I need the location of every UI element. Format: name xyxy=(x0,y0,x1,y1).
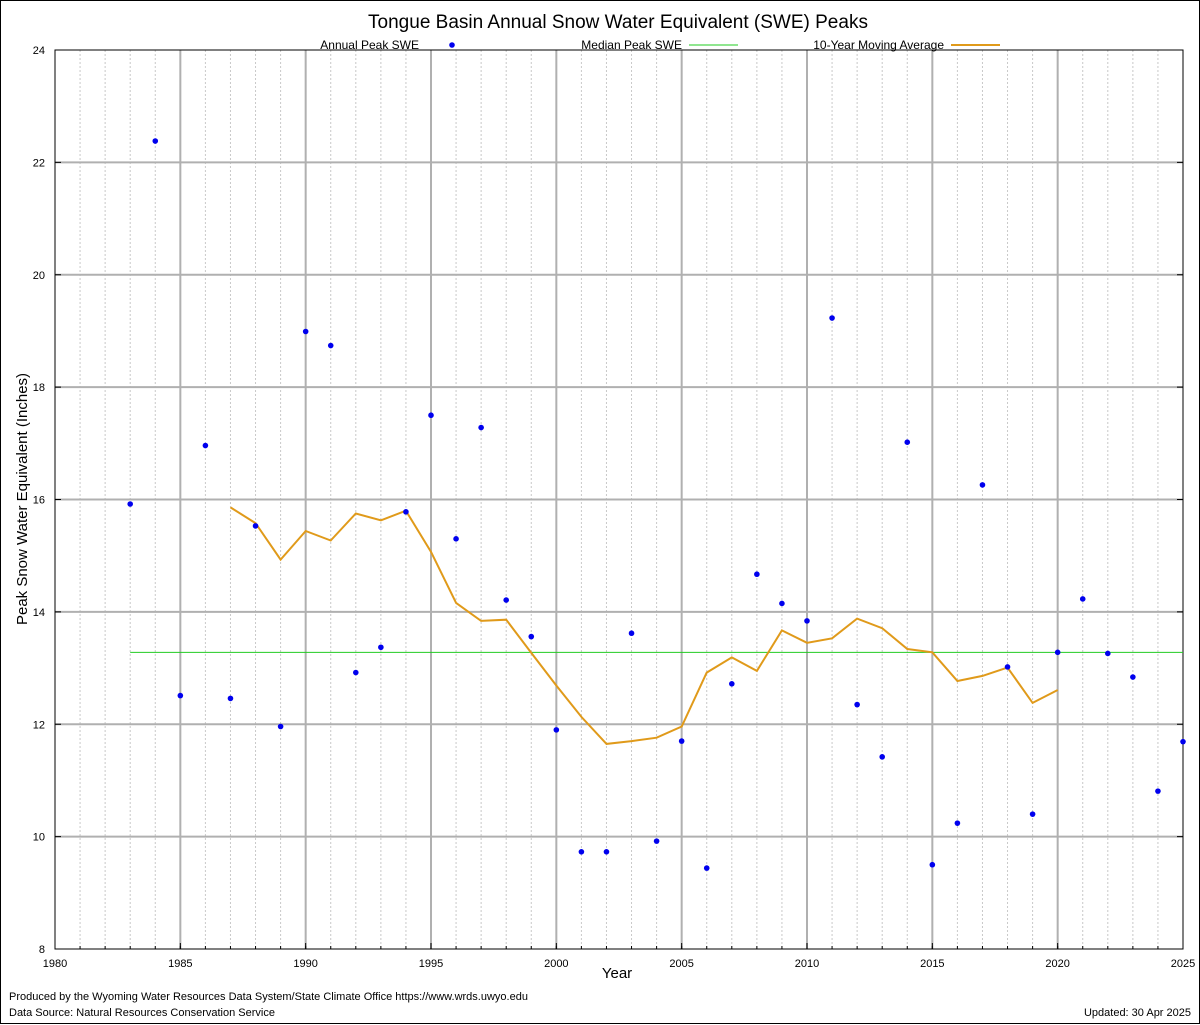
axis-ticks: 8 10 12 14 16 18 20 22 24 1980 1985 1990 1995 2000 200… xyxy=(33,45,1195,970)
annual-peak-point xyxy=(1180,738,1186,745)
annual-peak-point xyxy=(428,412,434,419)
annual-peak-point xyxy=(979,482,986,488)
annual-peak-point xyxy=(152,138,159,144)
annual-peak-point xyxy=(1130,674,1136,680)
y-tick-label: 16 xyxy=(33,495,45,507)
y-tick-label: 14 xyxy=(33,607,45,619)
x-tick-label: 2010 xyxy=(795,958,819,970)
annual-peak-point xyxy=(628,630,635,637)
x-axis-label: Year xyxy=(602,965,632,982)
x-tick-label: 1980 xyxy=(43,958,67,970)
y-axis-label: Peak Snow Water Equivalent (Inches) xyxy=(14,373,31,625)
updated-date: Updated: 30 Apr 2025 xyxy=(1083,1007,1191,1019)
annual-peak-point xyxy=(954,820,961,826)
annual-peak-point xyxy=(403,509,409,515)
annual-peak-point xyxy=(854,701,860,708)
moving-average-line xyxy=(229,506,1059,745)
annual-peak-point xyxy=(177,692,184,699)
legend-marker-annual-peak xyxy=(449,42,455,48)
major-gridlines xyxy=(55,50,1183,949)
annual-peak-point xyxy=(653,838,660,844)
y-tick-label: 24 xyxy=(33,45,45,57)
annual-peak-point xyxy=(202,442,209,449)
data-source: Data Source: Natural Resources Conservat… xyxy=(9,1007,275,1019)
legend-label-moving-average: 10-Year Moving Average xyxy=(813,38,944,52)
annual-peak-point xyxy=(754,571,760,578)
y-tick-label: 18 xyxy=(33,382,45,394)
annual-peak-point xyxy=(453,536,459,542)
x-tick-label: 2015 xyxy=(920,958,944,970)
annual-peak-point xyxy=(703,865,710,871)
x-tick-label: 1995 xyxy=(419,958,443,970)
annual-peak-point xyxy=(528,633,535,640)
x-tick-label: 1990 xyxy=(293,958,317,970)
annual-peak-point xyxy=(127,501,133,507)
annual-peak-point xyxy=(804,618,810,624)
annual-peak-point xyxy=(503,597,510,603)
x-tick-label: 2020 xyxy=(1045,958,1069,970)
annual-peak-point xyxy=(378,644,384,651)
annual-peak-point xyxy=(829,315,835,321)
annual-peak-point xyxy=(1079,596,1086,602)
y-tick-label: 20 xyxy=(33,270,45,282)
annual-peak-point xyxy=(478,424,484,431)
annual-peak-point xyxy=(578,848,585,855)
annual-peak-point xyxy=(353,669,359,676)
annual-peak-point xyxy=(779,600,785,607)
x-tick-label: 2025 xyxy=(1171,958,1195,970)
annual-peak-point xyxy=(1054,649,1061,656)
annual-peak-point xyxy=(302,328,309,335)
producer-credit: Produced by the Wyoming Water Resources … xyxy=(9,991,528,1003)
legend: Annual Peak SWE Median Peak SWE 10-Year Mo… xyxy=(320,38,1000,52)
annual-peak-point xyxy=(227,695,234,702)
chart-title: Tongue Basin Annual Snow Water Equivalen… xyxy=(368,12,868,33)
annual-peak-point xyxy=(929,861,936,868)
annual-peak-point xyxy=(904,439,911,445)
annual-peak-point xyxy=(277,723,284,730)
legend-label-annual-peak: Annual Peak SWE xyxy=(320,38,419,52)
annual-peak-point xyxy=(553,727,560,733)
x-tick-label: 2005 xyxy=(669,958,693,970)
y-tick-label: 22 xyxy=(33,157,45,169)
x-tick-label: 1985 xyxy=(168,958,192,970)
annual-peak-point xyxy=(879,754,885,760)
annual-peak-point xyxy=(1029,811,1036,817)
x-tick-label: 2000 xyxy=(544,958,568,970)
y-tick-label: 12 xyxy=(33,719,45,731)
legend-label-median: Median Peak SWE xyxy=(581,38,682,52)
annual-peak-point xyxy=(327,342,334,349)
series-layer xyxy=(127,138,1186,871)
annual-peak-point xyxy=(252,523,259,529)
annual-peak-point xyxy=(603,848,610,855)
annual-peak-point xyxy=(729,680,735,687)
annual-peak-point xyxy=(1004,664,1011,670)
annual-peak-point xyxy=(1155,788,1161,794)
annual-peak-point xyxy=(678,738,685,744)
y-tick-label: 10 xyxy=(33,832,45,844)
y-tick-label: 8 xyxy=(39,944,45,956)
annual-peak-point xyxy=(1105,650,1111,657)
